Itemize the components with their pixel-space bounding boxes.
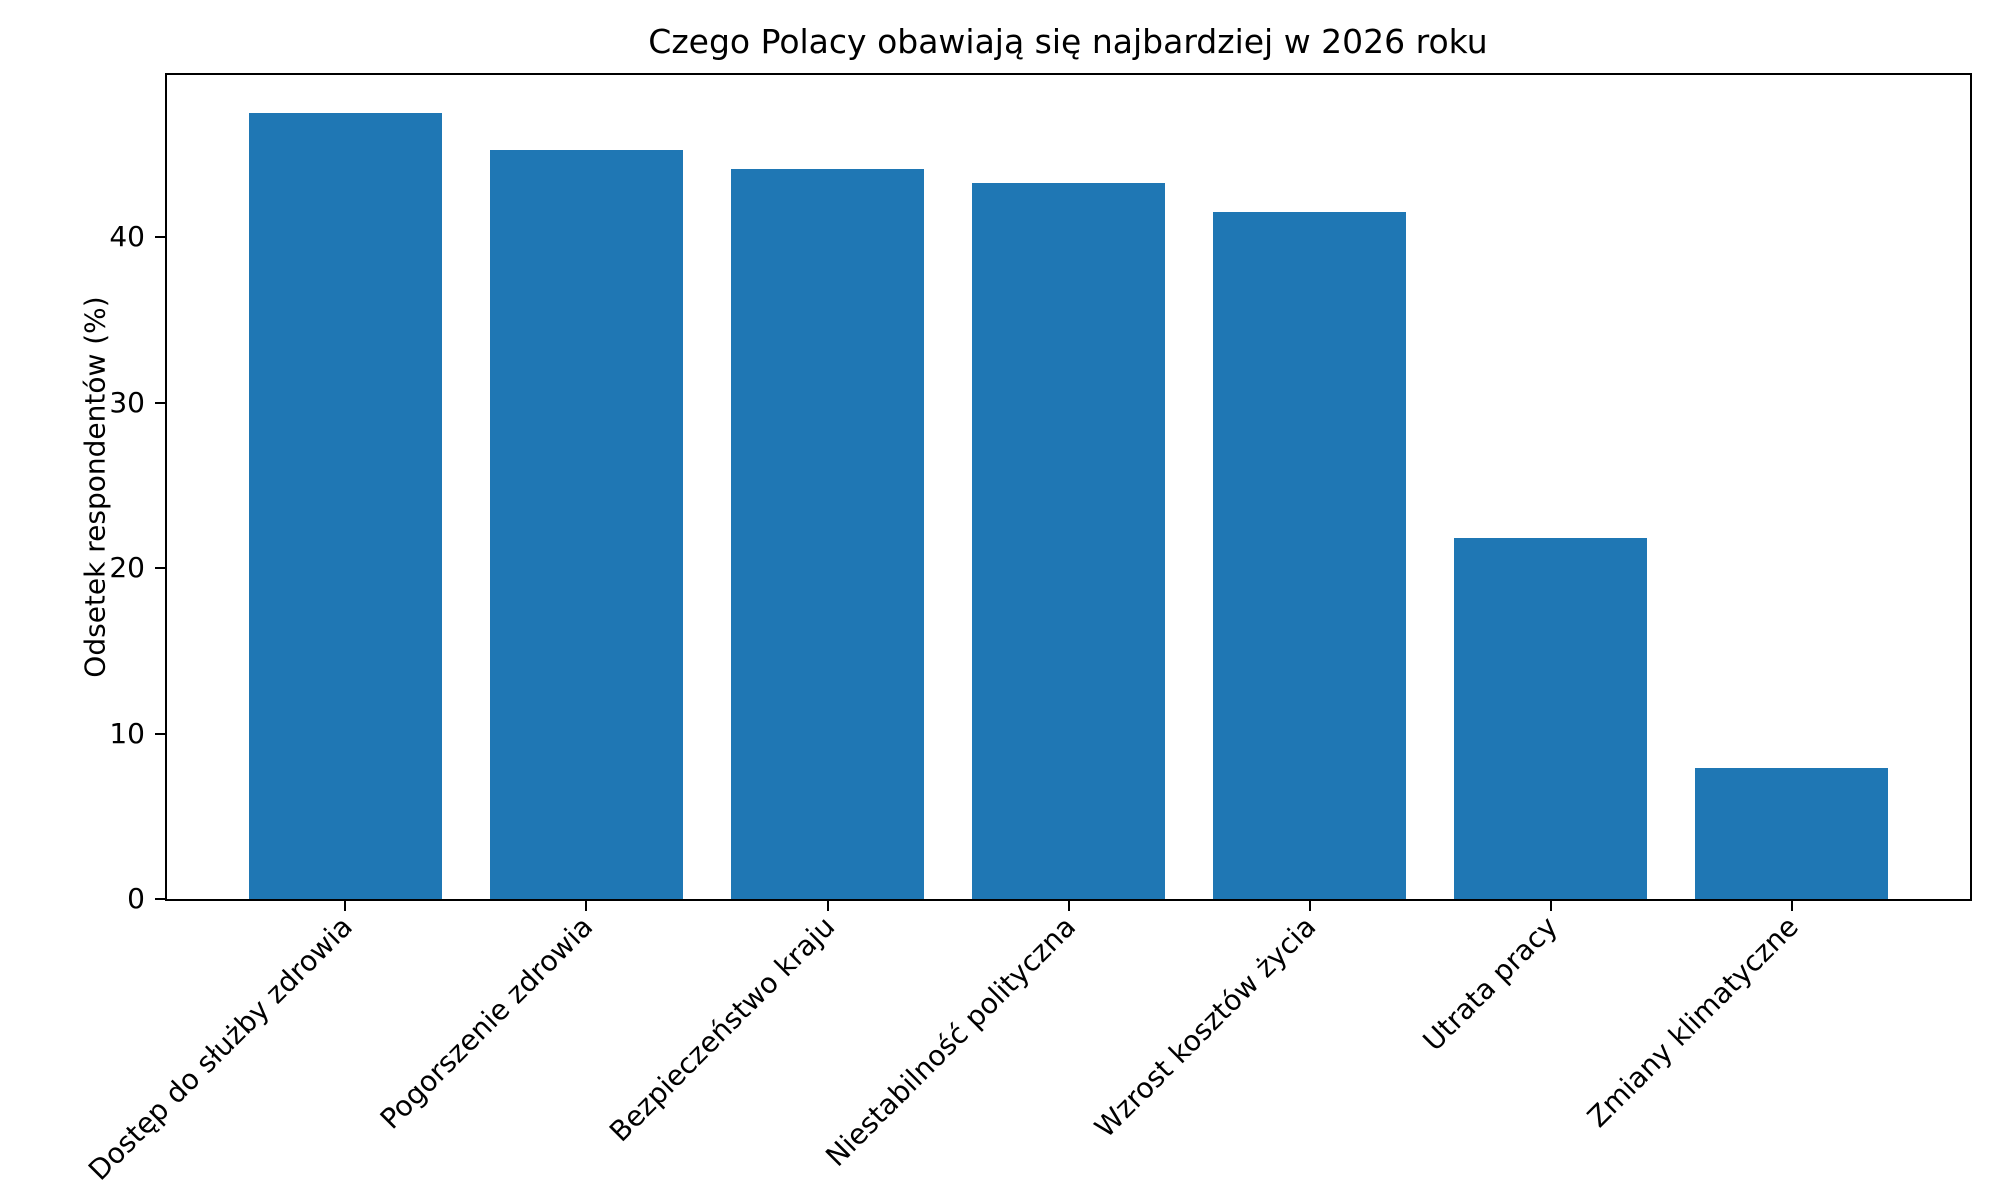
y-tick-label: 30 [109, 385, 145, 419]
x-tick-label: Pogorszenie zdrowia [374, 910, 600, 1136]
x-tick-mark [1549, 901, 1552, 911]
y-tick-mark [155, 732, 165, 735]
y-tick-label: 10 [109, 716, 145, 750]
bar [490, 149, 683, 899]
y-tick-mark [155, 898, 165, 900]
x-tick-label: Niestabilność polityczna [818, 910, 1082, 1173]
y-axis-label: Odsetek respondentów (%) [78, 296, 112, 678]
x-tick-mark [826, 901, 829, 911]
y-tick-mark [155, 236, 165, 239]
x-tick-mark [585, 901, 588, 911]
bar [1454, 538, 1647, 899]
x-tick-mark [1790, 901, 1793, 911]
y-tick-label: 0 [127, 882, 145, 915]
x-tick-mark [1067, 901, 1070, 911]
x-tick-label: Dostęp do służby zdrowia [81, 910, 359, 1187]
x-tick-mark [1308, 901, 1311, 911]
axes-spines [165, 73, 1972, 901]
plot-area [167, 75, 1970, 899]
y-tick-mark [155, 401, 165, 404]
y-tick-label: 20 [109, 551, 145, 585]
bar [1213, 212, 1406, 899]
x-tick-mark [344, 901, 347, 911]
bar [972, 182, 1165, 899]
y-tick-label: 40 [109, 220, 145, 254]
chart-title: Czego Polacy obawiają się najbardziej w … [648, 22, 1488, 61]
x-tick-label: Bezpieczeństwo kraju [602, 910, 841, 1149]
x-tick-label: Utrata pracy [1416, 910, 1564, 1058]
bar [249, 113, 442, 899]
bar [731, 169, 924, 899]
bar [1695, 768, 1888, 899]
y-tick-mark [155, 567, 165, 570]
x-tick-label: Zmiany klimatyczne [1581, 910, 1805, 1134]
x-tick-label: Wzrost kosztów życia [1088, 910, 1323, 1145]
